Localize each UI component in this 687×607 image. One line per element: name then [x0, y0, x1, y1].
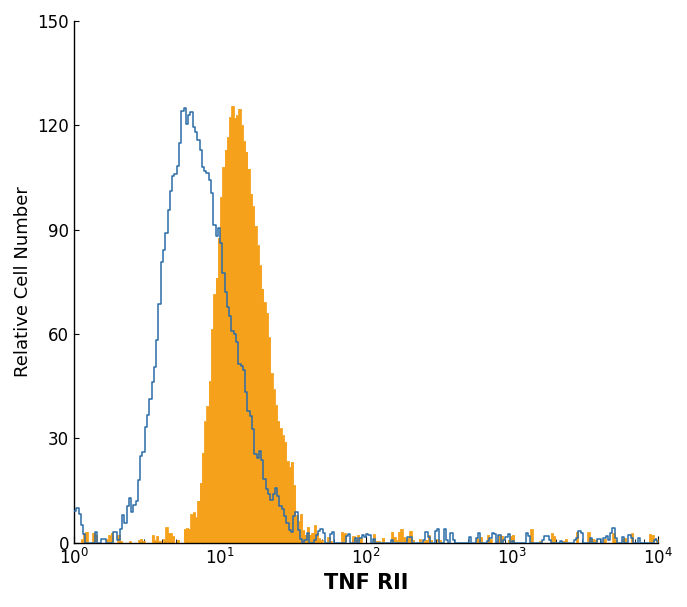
- Y-axis label: Relative Cell Number: Relative Cell Number: [14, 186, 32, 377]
- X-axis label: TNF RII: TNF RII: [324, 573, 408, 593]
